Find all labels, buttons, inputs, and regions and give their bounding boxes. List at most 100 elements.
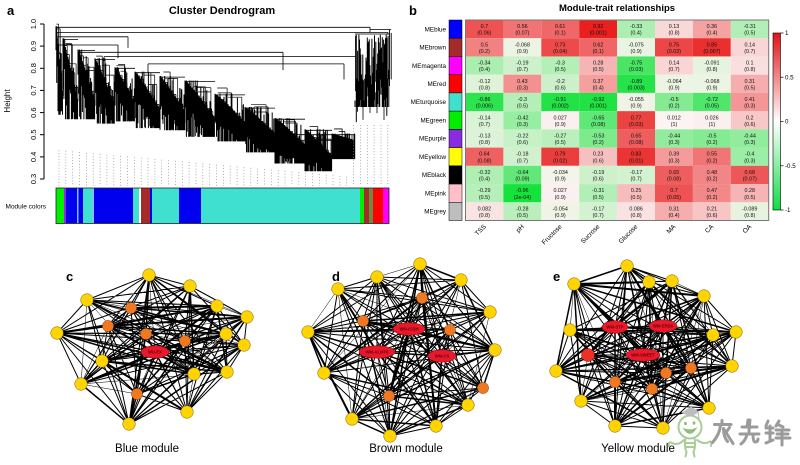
svg-text:(0.8): (0.8) [744, 67, 755, 73]
svg-text:(0.9): (0.9) [706, 85, 717, 91]
svg-text:Module colors: Module colors [6, 204, 47, 211]
svg-text:(0.01): (0.01) [629, 158, 643, 164]
svg-text:-0.19: -0.19 [592, 170, 604, 176]
svg-text:(0.2): (0.2) [479, 49, 490, 55]
svg-text:WM-ERD6: WM-ERD6 [653, 324, 674, 329]
svg-text:0.14: 0.14 [745, 42, 756, 48]
svg-text:-0.18: -0.18 [516, 152, 528, 158]
svg-text:(0.7): (0.7) [593, 213, 604, 219]
svg-text:-0.33: -0.33 [630, 24, 642, 30]
svg-text:(0.9): (0.9) [668, 85, 679, 91]
svg-text:Height: Height [3, 89, 12, 113]
svg-text:(0.6): (0.6) [517, 140, 528, 146]
svg-text:(0.9): (0.9) [631, 49, 642, 55]
svg-text:WM-CS: WM-CS [435, 354, 450, 359]
svg-text:MEred: MEred [427, 81, 446, 88]
svg-text:-0.91: -0.91 [554, 97, 566, 103]
svg-text:MEpink: MEpink [425, 190, 447, 197]
svg-text:(0.5): (0.5) [744, 31, 755, 37]
svg-text:0.56: 0.56 [517, 24, 528, 30]
svg-text:(0.8): (0.8) [744, 213, 755, 219]
svg-text:-0.17: -0.17 [630, 170, 642, 176]
svg-text:(0.05): (0.05) [667, 195, 681, 201]
svg-text:0.9: 0.9 [29, 41, 38, 51]
svg-text:0.43: 0.43 [517, 79, 528, 85]
svg-text:0.082: 0.082 [478, 206, 492, 212]
svg-text:0.5: 0.5 [785, 75, 794, 82]
svg-text:0.6: 0.6 [29, 107, 38, 117]
svg-text:0.28: 0.28 [593, 61, 604, 67]
svg-text:0.31: 0.31 [669, 206, 680, 212]
svg-text:-0.86: -0.86 [478, 97, 490, 103]
svg-text:0.62: 0.62 [593, 42, 604, 48]
svg-text:(1): (1) [671, 122, 678, 128]
svg-text:-0.054: -0.054 [553, 206, 568, 212]
svg-text:(0.9): (0.9) [555, 213, 566, 219]
svg-text:-0.31: -0.31 [592, 188, 604, 194]
svg-text:(0.2): (0.2) [593, 140, 604, 146]
svg-text:-0.064: -0.064 [666, 79, 681, 85]
svg-text:(0.07): (0.07) [515, 31, 529, 37]
svg-text:MEmagenta: MEmagenta [412, 63, 446, 70]
svg-text:0.31: 0.31 [745, 79, 756, 85]
svg-text:0.026: 0.026 [705, 115, 719, 121]
svg-text:b: b [409, 3, 417, 18]
svg-text:0.3: 0.3 [29, 174, 38, 184]
svg-text:0.7: 0.7 [481, 24, 489, 30]
svg-text:0.13: 0.13 [669, 24, 680, 30]
svg-text:(0.5): (0.5) [555, 67, 566, 73]
svg-text:(0.03): (0.03) [667, 49, 681, 55]
svg-text:0.25: 0.25 [631, 188, 642, 194]
svg-text:-1: -1 [785, 207, 791, 214]
svg-text:MEblack: MEblack [422, 172, 447, 179]
svg-text:Blue module: Blue module [115, 443, 179, 455]
svg-text:0.28: 0.28 [745, 188, 756, 194]
svg-text:(0.7): (0.7) [631, 177, 642, 183]
svg-text:-0.89: -0.89 [630, 79, 642, 85]
svg-text:(0.2): (0.2) [706, 158, 717, 164]
svg-text:0.1: 0.1 [746, 61, 754, 67]
svg-text:0.79: 0.79 [555, 152, 566, 158]
svg-text:-0.22: -0.22 [516, 134, 528, 140]
svg-text:-0.034: -0.034 [553, 170, 568, 176]
svg-text:0.68: 0.68 [745, 170, 756, 176]
svg-text:0.21: 0.21 [707, 206, 718, 212]
svg-text:0.41: 0.41 [745, 97, 756, 103]
svg-text:0.75: 0.75 [669, 42, 680, 48]
svg-text:-0.42: -0.42 [516, 115, 528, 121]
svg-text:-0.089: -0.089 [742, 206, 757, 212]
svg-text:(0.8): (0.8) [668, 31, 679, 37]
svg-text:0.64: 0.64 [479, 152, 490, 158]
svg-text:(0.5): (0.5) [555, 140, 566, 146]
svg-text:WU-EX: WU-EX [148, 350, 162, 355]
svg-text:WM-ALMT9: WM-ALMT9 [366, 350, 389, 355]
svg-text:(0.2): (0.2) [706, 195, 717, 201]
svg-text:(0.04): (0.04) [553, 49, 567, 55]
svg-text:MEgrey: MEgrey [424, 209, 447, 216]
svg-text:0.23: 0.23 [593, 152, 604, 158]
svg-text:MEyellow: MEyellow [419, 154, 446, 161]
svg-text:-0.64: -0.64 [516, 170, 528, 176]
svg-text:-0.92: -0.92 [592, 97, 604, 103]
svg-text:(1): (1) [709, 122, 716, 128]
svg-text:-0.5: -0.5 [707, 134, 716, 140]
svg-text:(0.5): (0.5) [593, 67, 604, 73]
svg-text:MEbrown: MEbrown [419, 45, 446, 52]
svg-text:(0.1): (0.1) [555, 31, 566, 37]
svg-text:(0.6): (0.6) [593, 158, 604, 164]
svg-text:c: c [66, 269, 73, 284]
svg-text:(0.6): (0.6) [744, 122, 755, 128]
svg-text:MEturquoise: MEturquoise [411, 99, 447, 106]
svg-text:Yellow module: Yellow module [601, 443, 675, 455]
svg-text:(0.4): (0.4) [668, 213, 679, 219]
svg-text:-0.44: -0.44 [668, 134, 680, 140]
svg-text:(0.001): (0.001) [590, 104, 607, 110]
svg-text:0.37: 0.37 [593, 79, 604, 85]
svg-text:0.4: 0.4 [29, 152, 38, 162]
svg-text:WM-SWEET: WM-SWEET [631, 353, 655, 358]
svg-text:(0.5): (0.5) [593, 195, 604, 201]
svg-text:(0.3): (0.3) [668, 140, 679, 146]
svg-text:(0.8): (0.8) [631, 213, 642, 219]
svg-text:-0.53: -0.53 [592, 134, 604, 140]
svg-text:(0.5): (0.5) [479, 195, 490, 201]
